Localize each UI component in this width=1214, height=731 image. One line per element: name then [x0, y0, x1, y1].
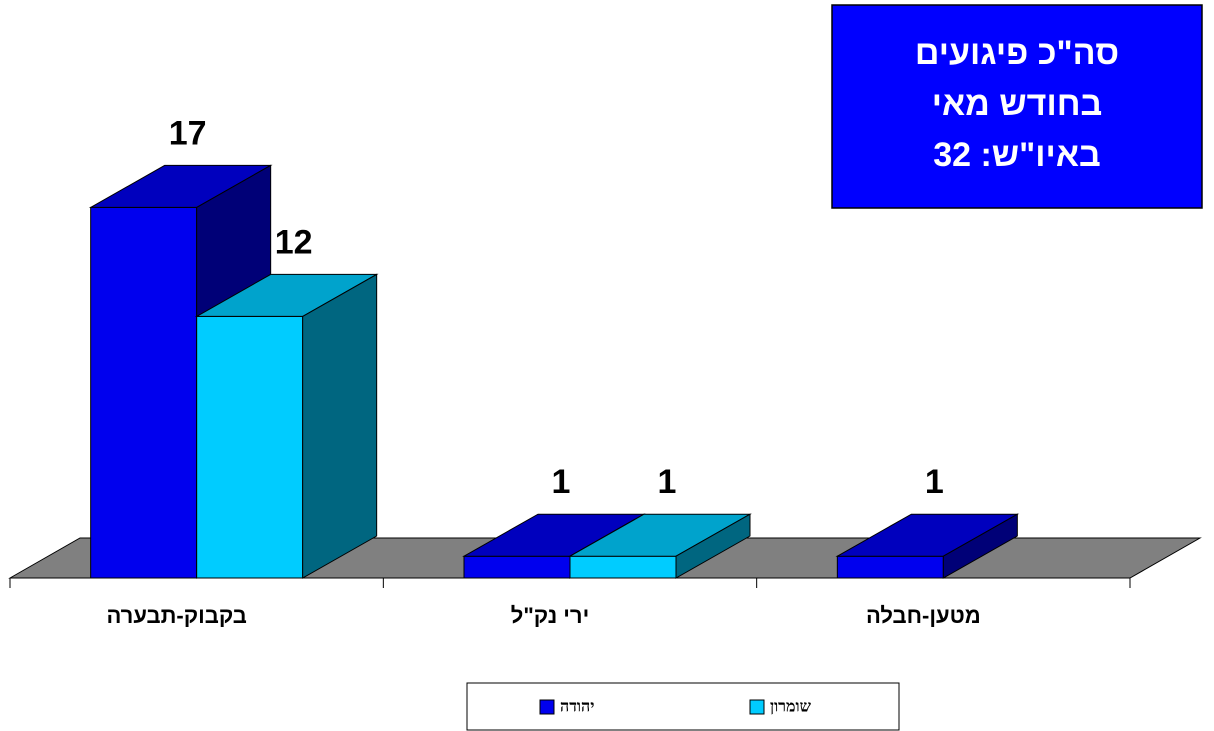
x-tick-label: ירי נק"ל [511, 603, 590, 628]
legend-label: שומרון [770, 699, 812, 716]
legend-swatch [749, 699, 765, 715]
bar-side [675, 513, 751, 579]
value-label: 1 [552, 463, 571, 501]
x-tick-label: מטען-חבלה [866, 603, 981, 628]
bar-side [942, 513, 1018, 579]
annotation-line: בחודש מאי [932, 85, 1103, 123]
bar-front [196, 315, 304, 579]
legend-box [466, 682, 900, 731]
annotation-line: באיו"ש: 32 [933, 136, 1101, 174]
annotation-box [831, 4, 1203, 209]
bar-front [90, 206, 198, 579]
legend-swatch [539, 699, 555, 715]
value-label: 1 [658, 463, 677, 501]
x-tick-label: בקבוק-תבערה [106, 603, 246, 628]
value-label: 1 [925, 463, 944, 501]
value-label: 12 [275, 223, 313, 261]
value-label: 17 [169, 114, 207, 152]
legend-label: יהודה [560, 699, 594, 716]
bar-side [302, 273, 378, 579]
annotation-line: סה"כ פיגועים [915, 34, 1119, 72]
bar-front [463, 555, 571, 579]
bar-front [569, 555, 677, 579]
bar-front [836, 555, 944, 579]
